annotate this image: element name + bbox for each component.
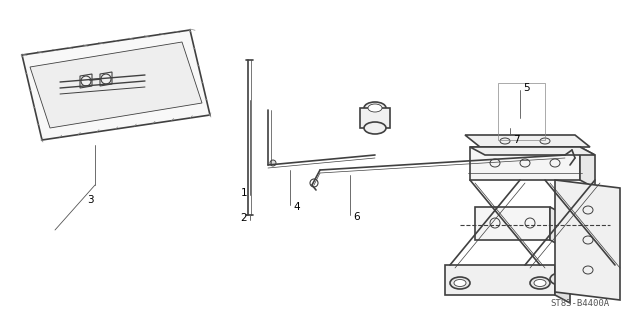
Ellipse shape — [454, 279, 466, 286]
Ellipse shape — [550, 273, 570, 285]
Polygon shape — [555, 265, 570, 303]
Polygon shape — [470, 147, 580, 180]
Polygon shape — [30, 42, 202, 128]
Text: 6: 6 — [353, 212, 360, 222]
Polygon shape — [475, 207, 550, 240]
Polygon shape — [360, 108, 390, 128]
Polygon shape — [100, 72, 112, 86]
Text: 5: 5 — [523, 83, 529, 93]
Ellipse shape — [534, 279, 546, 286]
Polygon shape — [580, 147, 595, 188]
Polygon shape — [445, 265, 555, 295]
Ellipse shape — [450, 277, 470, 289]
Polygon shape — [550, 207, 565, 248]
Ellipse shape — [530, 277, 550, 289]
Ellipse shape — [364, 102, 386, 114]
Text: ST83-B4400A: ST83-B4400A — [551, 299, 610, 308]
Circle shape — [564, 217, 576, 229]
Text: 7: 7 — [513, 135, 520, 145]
Circle shape — [489, 217, 501, 229]
Polygon shape — [470, 147, 595, 155]
Text: 1: 1 — [240, 188, 247, 198]
Circle shape — [270, 160, 276, 166]
Polygon shape — [465, 135, 590, 147]
Text: 2: 2 — [240, 213, 247, 223]
Polygon shape — [80, 74, 92, 88]
Polygon shape — [22, 30, 210, 140]
Text: 4: 4 — [293, 202, 299, 212]
Ellipse shape — [368, 104, 382, 112]
Text: 3: 3 — [87, 195, 93, 205]
Polygon shape — [555, 180, 620, 300]
Ellipse shape — [364, 122, 386, 134]
